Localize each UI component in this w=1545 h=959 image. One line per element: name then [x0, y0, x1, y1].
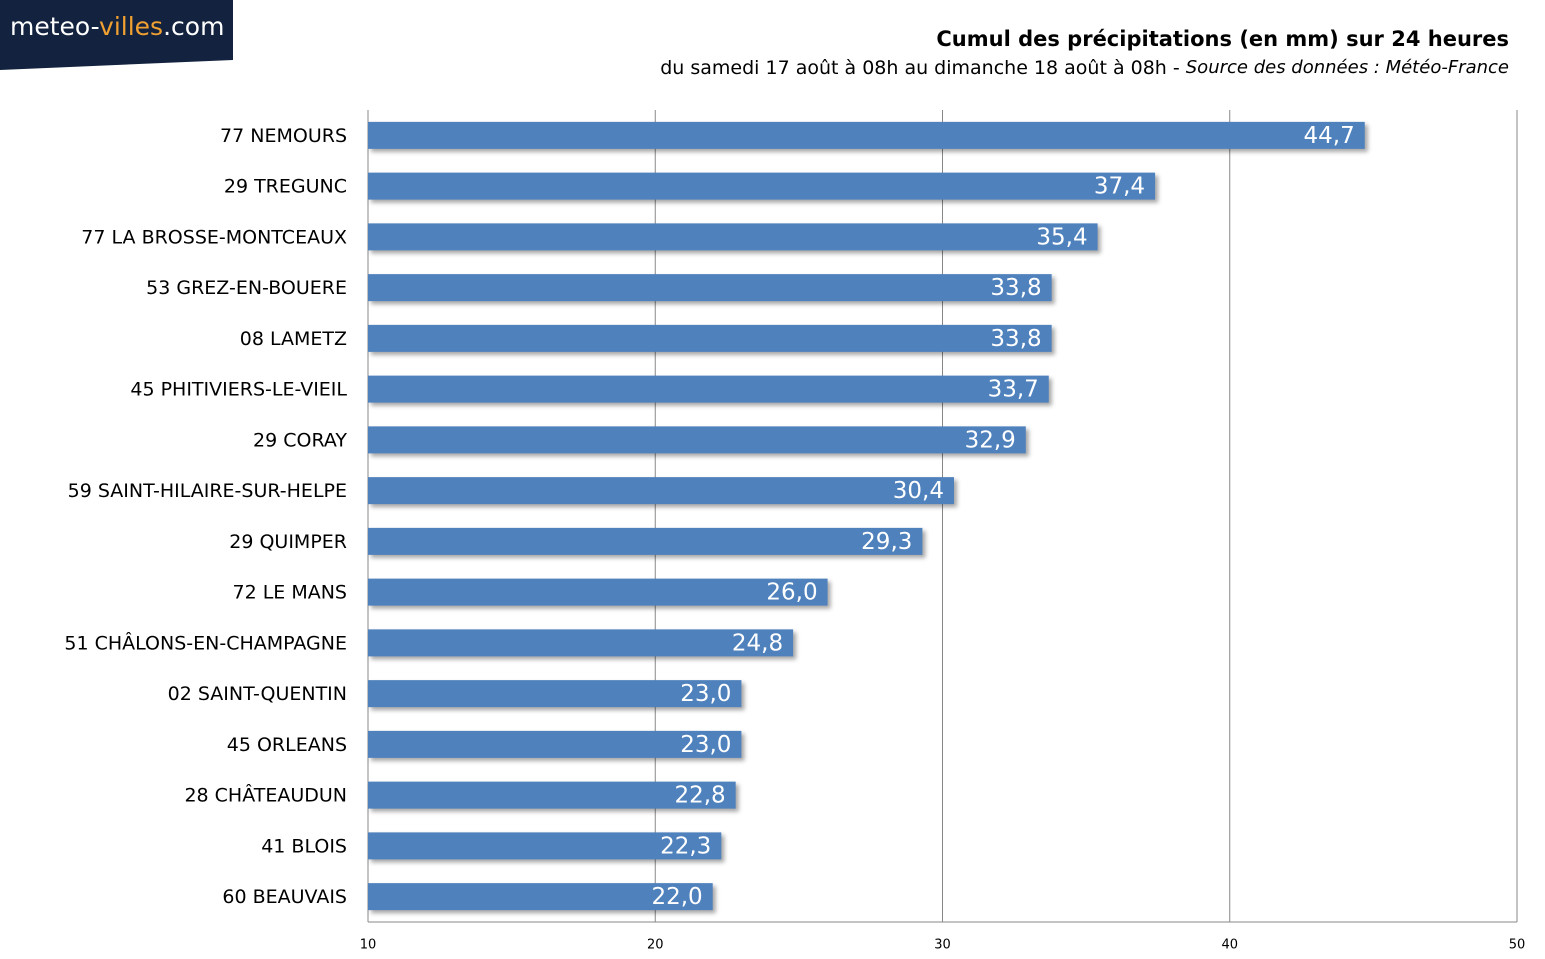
value-label: 29,3 — [861, 529, 912, 555]
y-tick-label: 51 CHÂLONS-EN-CHAMPAGNE — [64, 631, 347, 654]
bar — [368, 730, 742, 758]
y-tick-label: 28 CHÂTEAUDUN — [184, 784, 347, 807]
logo-part: .com — [163, 12, 224, 41]
bar — [368, 883, 713, 911]
logo-part: meteo- — [10, 12, 99, 41]
x-tick-label: 10 — [360, 938, 377, 953]
y-tick-label: 53 GREZ-EN-BOUERE — [146, 277, 347, 299]
bar — [368, 680, 742, 708]
bar — [368, 375, 1049, 403]
value-label: 23,0 — [680, 732, 731, 758]
bar — [368, 477, 954, 505]
y-tick-label: 29 QUIMPER — [229, 531, 347, 553]
value-label: 22,0 — [651, 884, 702, 910]
bar — [368, 781, 736, 809]
value-label: 33,8 — [990, 275, 1041, 301]
value-label: 24,8 — [732, 630, 783, 656]
y-tick-label: 59 SAINT-HILAIRE-SUR-HELPE — [68, 480, 347, 502]
bar — [368, 172, 1156, 200]
x-tick-label: 50 — [1509, 938, 1526, 953]
bar — [368, 426, 1026, 454]
y-tick-label: 29 TREGUNC — [224, 176, 347, 198]
y-tick-label: 41 BLOIS — [261, 835, 347, 857]
subtitle: du samedi 17 août à 08h au dimanche 18 a… — [660, 57, 1180, 79]
value-label: 22,3 — [660, 833, 711, 859]
value-label: 33,8 — [990, 326, 1041, 352]
bar — [368, 578, 828, 606]
bar — [368, 121, 1365, 149]
value-label: 37,4 — [1094, 174, 1145, 200]
x-tick-label: 30 — [934, 938, 951, 953]
bar — [368, 223, 1098, 251]
value-label: 30,4 — [893, 478, 944, 504]
x-tick-label: 40 — [1221, 938, 1238, 953]
value-label: 44,7 — [1304, 123, 1355, 149]
y-tick-label: 45 PHITIVIERS-LE-VIEIL — [130, 379, 347, 401]
y-tick-label: 60 BEAUVAIS — [222, 886, 347, 908]
y-tick-label: 77 NEMOURS — [220, 125, 347, 147]
y-tick-label: 02 SAINT-QUENTIN — [168, 683, 347, 705]
bar — [368, 274, 1052, 302]
y-tick-label: 72 LE MANS — [232, 582, 347, 604]
chart-title: Cumul des précipitations (en mm) sur 24 … — [936, 27, 1509, 51]
source: Source des données : Météo-France — [1186, 57, 1509, 78]
value-label: 32,9 — [965, 427, 1016, 453]
y-tick-label: 77 LA BROSSE-MONTCEAUX — [81, 226, 347, 248]
bar — [368, 324, 1052, 352]
x-tick-label: 20 — [647, 938, 664, 953]
y-tick-label: 08 LAMETZ — [240, 328, 347, 350]
logo: meteo-villes.com — [10, 12, 224, 41]
value-label: 22,8 — [674, 783, 725, 809]
value-label: 33,7 — [988, 377, 1039, 403]
value-label: 26,0 — [766, 580, 817, 606]
y-tick-label: 29 CORAY — [253, 429, 347, 451]
value-label: 23,0 — [680, 681, 731, 707]
logo-background — [0, 0, 233, 70]
logo-part: villes — [99, 12, 163, 41]
bar — [368, 832, 722, 860]
value-label: 35,4 — [1036, 224, 1087, 250]
chart-subtitle: du samedi 17 août à 08h au dimanche 18 a… — [660, 57, 1509, 79]
bar — [368, 527, 923, 555]
bar — [368, 629, 794, 657]
y-tick-label: 45 ORLEANS — [227, 734, 347, 756]
